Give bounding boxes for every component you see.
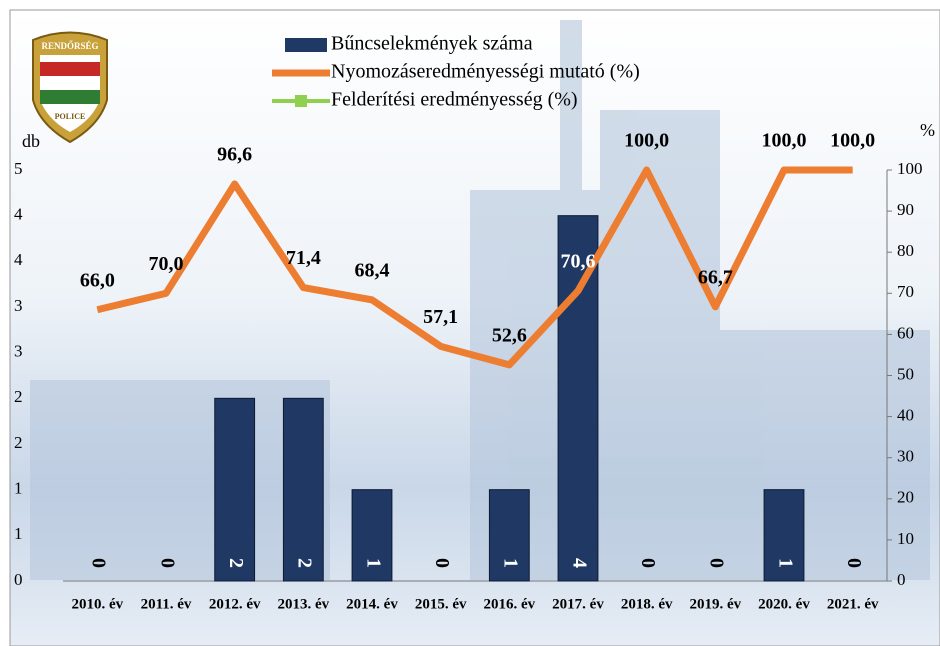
line-value-label: 57,1 (423, 306, 458, 328)
y2-axis-label: % (920, 120, 935, 140)
line-value-label: 96,6 (217, 144, 252, 166)
legend-label: Felderítési eredményesség (%) (331, 89, 578, 111)
logo-text: POLICE (55, 112, 86, 121)
x-tick-label: 2019. év (689, 596, 741, 612)
bar-value-label: 0 (637, 558, 659, 568)
bar-value-label: 1 (362, 558, 384, 568)
x-tick-label: 2014. év (346, 596, 398, 612)
y2-tick-label: 70 (897, 282, 914, 301)
y-tick-label: 5 (14, 159, 23, 178)
y-axis-label: db (22, 131, 40, 151)
y2-tick-label: 100 (897, 159, 923, 178)
bar (283, 398, 323, 581)
x-tick-label: 2016. év (483, 596, 535, 612)
x-tick-label: 2015. év (415, 596, 467, 612)
legend-label: Bűncselekmények száma (331, 33, 533, 55)
y-tick-label: 3 (14, 296, 23, 315)
line-value-label: 71,4 (286, 247, 321, 269)
x-tick-label: 2020. év (758, 596, 810, 612)
y2-tick-label: 20 (897, 488, 914, 507)
bar-value-label: 4 (568, 558, 590, 568)
line-value-label: 68,4 (355, 259, 390, 281)
x-tick-label: 2010. év (71, 596, 123, 612)
line-value-label: 100,0 (830, 130, 875, 152)
y2-tick-label: 50 (897, 364, 914, 383)
y-tick-label: 1 (14, 524, 23, 543)
bar-value-label: 1 (500, 558, 522, 568)
legend-label: Nyomozáseredményességi mutató (%) (331, 61, 640, 83)
bar (215, 398, 255, 581)
y2-tick-label: 60 (897, 323, 914, 342)
bar-value-label: 0 (843, 558, 865, 568)
y2-tick-label: 30 (897, 447, 914, 466)
bar-value-label: 0 (88, 558, 110, 568)
y-tick-label: 2 (14, 387, 23, 406)
y2-tick-label: 40 (897, 406, 914, 425)
y-tick-label: 0 (14, 570, 23, 589)
line-value-label: 66,7 (698, 266, 733, 288)
legend-marker (295, 95, 307, 107)
x-tick-label: 2018. év (621, 596, 673, 612)
y2-tick-label: 80 (897, 241, 914, 260)
y2-tick-label: 90 (897, 200, 914, 219)
x-tick-label: 2021. év (827, 596, 879, 612)
line-value-label: 66,0 (80, 269, 115, 291)
bar-value-label: 0 (156, 558, 178, 568)
line-value-label: 52,6 (492, 324, 527, 346)
bar-value-label: 1 (774, 558, 796, 568)
line-value-label: 100,0 (624, 130, 669, 152)
x-tick-label: 2012. év (209, 596, 261, 612)
y2-tick-label: 0 (897, 570, 906, 589)
bar-value-label: 0 (431, 558, 453, 568)
logo-text: RENDŐRSÉG (41, 41, 98, 51)
bar-value-label: 2 (225, 558, 247, 568)
line-value-label: 100,0 (762, 130, 807, 152)
line-value-label: 70,0 (149, 253, 184, 275)
y-tick-label: 1 (14, 479, 23, 498)
bar-value-label: 2 (294, 558, 316, 568)
y-tick-label: 3 (14, 342, 23, 361)
x-tick-label: 2013. év (277, 596, 329, 612)
chart: RENDŐRSÉG POLICE db % 011223344501020304… (0, 0, 940, 646)
y-tick-label: 2 (14, 433, 23, 452)
y-tick-label: 4 (14, 205, 23, 224)
y-tick-label: 4 (14, 250, 23, 269)
x-tick-label: 2011. év (141, 596, 192, 612)
legend-swatch (285, 38, 327, 52)
line-value-label: 70,6 (561, 250, 596, 272)
bar-value-label: 0 (706, 558, 728, 568)
x-tick-label: 2017. év (552, 596, 604, 612)
y2-tick-label: 10 (897, 529, 914, 548)
